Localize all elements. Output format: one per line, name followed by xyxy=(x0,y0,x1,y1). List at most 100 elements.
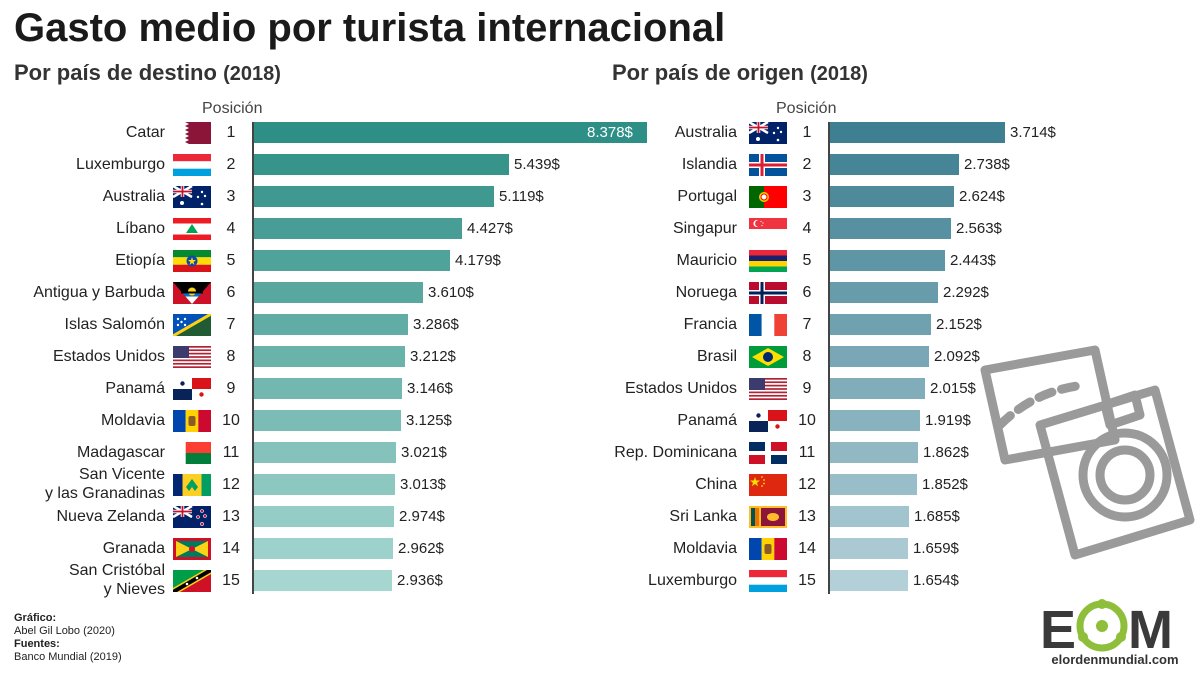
right-bar xyxy=(830,538,908,559)
right-value-label: 2.738$ xyxy=(964,156,1010,173)
right-bar xyxy=(830,218,951,239)
right-position-number: 10 xyxy=(798,412,816,429)
credits-fuentes-label: Fuentes: xyxy=(14,638,60,650)
left-country-label: Luxemburgo xyxy=(76,156,165,173)
left-country-label: Islas Salomón xyxy=(64,316,166,333)
left-position-number: 14 xyxy=(222,540,240,557)
right-bar xyxy=(830,346,929,367)
right-value-label: 1.852$ xyxy=(922,476,968,493)
right-subtitle: Por país de origen (2018) xyxy=(612,60,868,86)
left-country-label: Nueva Zelanda xyxy=(56,508,165,525)
left-position-number: 10 xyxy=(222,412,240,429)
right-bar xyxy=(830,186,954,207)
left-bar xyxy=(254,506,394,527)
right-position-number: 5 xyxy=(802,252,812,269)
left-subtitle-text: Por país de destino xyxy=(14,60,217,85)
right-country-label: Luxemburgo xyxy=(648,572,737,589)
right-position-number: 11 xyxy=(798,444,816,461)
left-position-number: 7 xyxy=(226,316,236,333)
left-axis-line xyxy=(252,122,254,594)
svg-text:M: M xyxy=(1128,600,1173,660)
left-country-label: Estados Unidos xyxy=(52,348,165,365)
left-value-label: 2.962$ xyxy=(398,540,444,557)
left-bar xyxy=(254,122,647,143)
left-bar xyxy=(254,314,408,335)
left-position-number: 15 xyxy=(222,572,240,589)
left-position-number: 2 xyxy=(226,156,236,173)
left-value-label: 3.021$ xyxy=(401,444,447,461)
credits-grafico-label: Gráfico: xyxy=(14,612,57,624)
left-country-label: Catar xyxy=(125,124,165,141)
right-position-number: 7 xyxy=(802,316,812,333)
right-position-number: 14 xyxy=(798,540,816,557)
right-subtitle-text: Por país de origen xyxy=(612,60,804,85)
right-country-label: Australia xyxy=(674,124,737,141)
right-country-label: Portugal xyxy=(677,188,737,205)
right-value-label: 1.919$ xyxy=(925,412,971,429)
right-position-number: 13 xyxy=(798,508,816,525)
left-subtitle: Por país de destino (2018) xyxy=(14,60,281,86)
left-country-label: Granada xyxy=(102,540,165,557)
right-bar xyxy=(830,282,938,303)
left-position-number: 11 xyxy=(222,444,240,461)
right-value-label: 2.015$ xyxy=(930,380,976,397)
left-position-number: 5 xyxy=(226,252,236,269)
right-bar xyxy=(830,410,920,431)
left-position-number: 12 xyxy=(222,476,240,493)
right-country-label: Noruega xyxy=(675,284,737,301)
left-position-number: 1 xyxy=(226,124,236,141)
camera-illustration-icon xyxy=(980,345,1195,560)
left-country-label: Antigua y Barbuda xyxy=(33,284,165,301)
left-position-number: 9 xyxy=(226,380,236,397)
right-value-label: 2.152$ xyxy=(936,316,982,333)
right-country-label: Moldavia xyxy=(672,540,737,557)
left-value-label: 3.013$ xyxy=(400,476,446,493)
right-value-label: 1.685$ xyxy=(914,508,960,525)
left-bar xyxy=(254,474,395,495)
eom-logo-site: elordenmundial.com xyxy=(1051,652,1179,667)
credits: Gráfico: Abel Gil Lobo (2020) Fuentes: B… xyxy=(14,612,122,664)
left-country-label: Etiopía xyxy=(115,252,165,269)
right-country-label: Islandia xyxy=(681,156,737,173)
left-subtitle-year: (2018) xyxy=(223,63,281,85)
right-subtitle-year: (2018) xyxy=(810,63,868,85)
eom-logo: E M elordenmundial.com xyxy=(1040,596,1190,671)
left-country-label: Madagascar xyxy=(76,444,165,461)
svg-text:E: E xyxy=(1040,600,1076,660)
left-position-number: 6 xyxy=(226,284,236,301)
right-axis-line xyxy=(828,122,830,594)
right-position-number: 12 xyxy=(798,476,816,493)
right-country-label: China xyxy=(695,476,737,493)
left-country-label: Australia xyxy=(102,188,165,205)
left-bar xyxy=(254,346,405,367)
left-value-label: 2.936$ xyxy=(397,572,443,589)
left-position-number: 4 xyxy=(226,220,236,237)
left-bar xyxy=(254,410,401,431)
right-country-label: Estados Unidos xyxy=(624,380,737,397)
left-value-label: 3.212$ xyxy=(410,348,456,365)
left-value-label: 3.125$ xyxy=(406,412,452,429)
right-value-label: 2.092$ xyxy=(934,348,980,365)
right-value-label: 2.292$ xyxy=(943,284,989,301)
left-value-label: 3.146$ xyxy=(407,380,453,397)
right-position-number: 2 xyxy=(802,156,812,173)
right-position-number: 9 xyxy=(802,380,812,397)
left-value-label: 3.610$ xyxy=(428,284,474,301)
right-value-label: 3.714$ xyxy=(1010,124,1056,141)
right-value-label: 1.862$ xyxy=(923,444,969,461)
right-bar xyxy=(830,122,1005,143)
right-country-label: Brasil xyxy=(696,348,737,365)
right-country-label: Singapur xyxy=(672,220,737,237)
credits-grafico-value: Abel Gil Lobo (2020) xyxy=(14,625,115,637)
left-country-label: San Vicente y las Granadinas xyxy=(44,466,165,502)
right-position-number: 8 xyxy=(802,348,812,365)
left-bar xyxy=(254,570,392,591)
right-position-number: 6 xyxy=(802,284,812,301)
left-value-label: 8.378$ xyxy=(587,124,633,141)
right-bar xyxy=(830,250,945,271)
left-bar xyxy=(254,282,423,303)
left-value-label: 4.427$ xyxy=(467,220,513,237)
right-position-number: 3 xyxy=(802,188,812,205)
right-bar xyxy=(830,378,925,399)
right-position-number: 4 xyxy=(802,220,812,237)
